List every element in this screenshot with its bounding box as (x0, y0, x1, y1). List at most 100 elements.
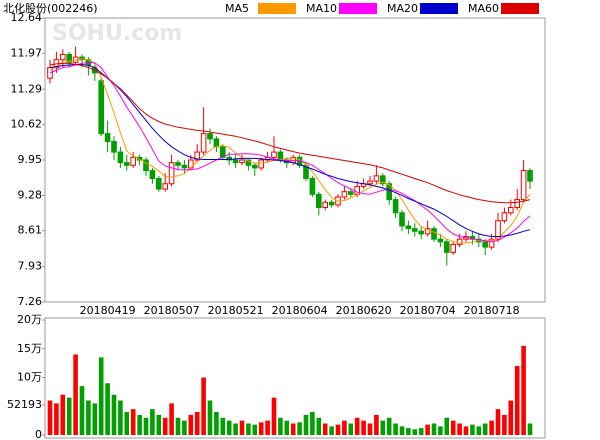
volume-bar (73, 354, 78, 435)
volume-bar (393, 423, 398, 435)
volume-bar (367, 423, 373, 435)
candle-body (520, 170, 527, 201)
x-tick-label: 20180620 (336, 304, 392, 317)
candle-body (386, 183, 392, 201)
candle-body (328, 201, 335, 206)
candle-body (399, 212, 405, 227)
volume-bar (201, 377, 206, 435)
volume-bar (489, 420, 494, 435)
candle-body (418, 230, 424, 235)
ma-line (49, 61, 531, 243)
candle-body (373, 175, 380, 182)
volume-bar (143, 417, 149, 435)
candle-body (104, 133, 111, 143)
candle-body (431, 228, 437, 240)
volume-bar (105, 383, 110, 435)
volume-bar (374, 414, 379, 435)
volume-bar (418, 428, 424, 435)
legend-swatch (420, 3, 458, 14)
candle-body (482, 241, 488, 248)
legend-swatch (501, 3, 539, 14)
volume-bar (303, 414, 309, 435)
candle-body (412, 228, 418, 232)
volume-bar (463, 426, 469, 435)
volume-bar (214, 412, 219, 435)
candle-body (405, 225, 412, 230)
candle-body (508, 207, 514, 214)
volume-bar (431, 423, 437, 435)
legend-label: MA60 (468, 2, 499, 15)
candle-body (444, 241, 450, 253)
ma-line (49, 62, 531, 204)
candle-body (367, 180, 373, 185)
watermark: SOHU.com (52, 21, 182, 46)
y-tick-label: 9.95 (18, 153, 43, 166)
y-tick-label: 52193 (7, 398, 42, 411)
candle-body (200, 133, 207, 153)
candle-body (194, 151, 200, 161)
volume-bar (271, 397, 277, 435)
volume-bar (239, 420, 245, 435)
candle-body (175, 162, 181, 166)
candle-body (316, 193, 322, 209)
candle-body (437, 238, 444, 243)
candle-body (380, 175, 386, 185)
legend-swatch (339, 3, 377, 14)
candle-body (156, 177, 162, 190)
volume-bar (207, 400, 213, 435)
volume-bar (380, 420, 386, 435)
x-tick-label: 20180704 (400, 304, 456, 317)
y-tick-label: 10.62 (11, 118, 43, 131)
volume-bar (316, 417, 322, 435)
volume-bar (521, 345, 526, 435)
legend-swatch (258, 3, 296, 14)
volume-bar (188, 414, 194, 435)
legend-label: MA20 (387, 2, 418, 15)
volume-bar (162, 417, 168, 435)
volume-bar (450, 420, 456, 435)
volume-bar (335, 424, 341, 435)
volume-bar (124, 412, 130, 435)
x-tick-label: 20180521 (208, 304, 264, 317)
candle-body (392, 199, 399, 214)
candle-body (66, 53, 73, 63)
volume-bar (514, 366, 520, 435)
volume-bar (169, 403, 174, 435)
candle-body (98, 80, 105, 135)
volume-bar (297, 422, 302, 435)
candle-body (232, 159, 239, 164)
candle-body (354, 185, 360, 195)
candle-body (456, 238, 463, 245)
candle-body (124, 162, 130, 166)
candle-body (450, 243, 456, 253)
candle-body (168, 162, 175, 185)
volume-bar (425, 424, 430, 435)
volume-bar (354, 417, 360, 435)
y-tick-label: 0 (35, 428, 42, 440)
candle-body (322, 201, 328, 209)
candle-body (207, 133, 213, 140)
candle-body (213, 138, 220, 148)
volume-bar (399, 426, 405, 435)
volume-bar (182, 420, 187, 435)
volume-bar (246, 423, 251, 435)
ma-line (49, 58, 531, 244)
volume-bar (175, 417, 181, 435)
volume-bar (194, 412, 200, 435)
volume-bar (284, 420, 290, 435)
y-tick-label: 10万 (17, 371, 42, 384)
candle-body (501, 212, 508, 222)
candle-body (245, 159, 252, 166)
legend-label: MA10 (306, 2, 337, 15)
volume-bar (348, 423, 354, 435)
volume-bar (86, 400, 91, 435)
volume-bar (111, 394, 117, 435)
volume-bar (66, 397, 72, 435)
candle-body (309, 177, 316, 195)
y-tick-label: 20万 (17, 313, 42, 326)
candle-body (130, 156, 136, 166)
candle-body (111, 141, 117, 153)
volume-bar (310, 412, 315, 435)
ma-line (49, 64, 531, 237)
y-tick-label: 9.28 (18, 188, 43, 201)
